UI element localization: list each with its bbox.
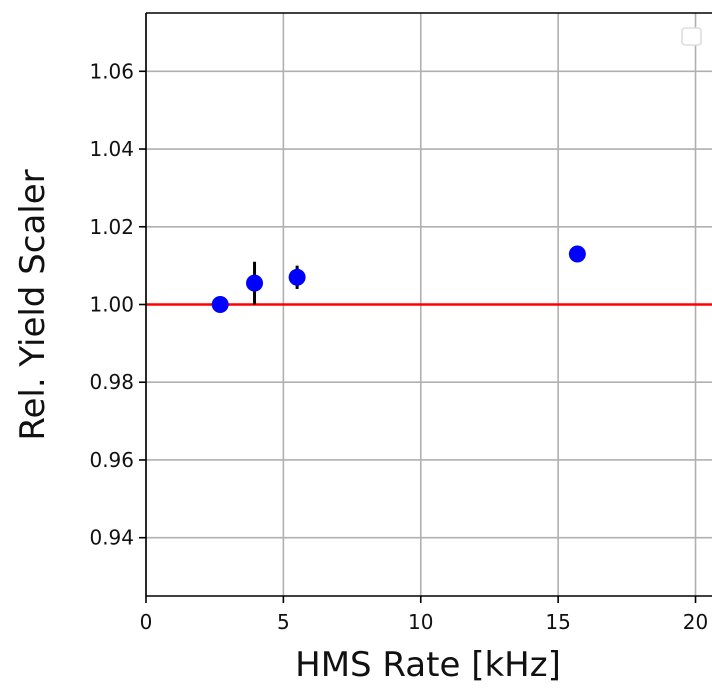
x-tick-label-4: 20	[683, 610, 708, 634]
y-tick-label-3: 1.00	[89, 293, 134, 317]
x-tick-label-3: 15	[545, 610, 570, 634]
y-tick-label-2: 0.98	[89, 370, 134, 394]
y-axis-title: Rel. Yield Scaler	[13, 169, 53, 440]
y-axis-ticks: 0.94 0.96 0.98 1.00 1.02 1.04 1.06	[89, 59, 146, 550]
data-points	[211, 245, 586, 313]
y-tick-label-5: 1.04	[89, 137, 134, 161]
data-point-1	[246, 274, 264, 292]
y-tick-label-4: 1.02	[89, 215, 134, 239]
x-tick-label-0: 0	[140, 610, 153, 634]
legend-box	[681, 27, 702, 46]
x-tick-label-1: 5	[277, 610, 290, 634]
x-axis-title: HMS Rate [kHz]	[295, 645, 561, 685]
data-point-0	[211, 296, 229, 313]
legend	[681, 27, 702, 46]
x-axis-ticks: 0 5 10 15 20	[140, 596, 708, 634]
data-point-2	[288, 268, 306, 286]
y-tick-label-0: 0.94	[89, 526, 134, 550]
data-point-3	[568, 245, 586, 263]
y-tick-label-6: 1.06	[89, 59, 134, 83]
y-tick-label-1: 0.96	[89, 448, 134, 472]
x-tick-label-2: 10	[408, 610, 433, 634]
